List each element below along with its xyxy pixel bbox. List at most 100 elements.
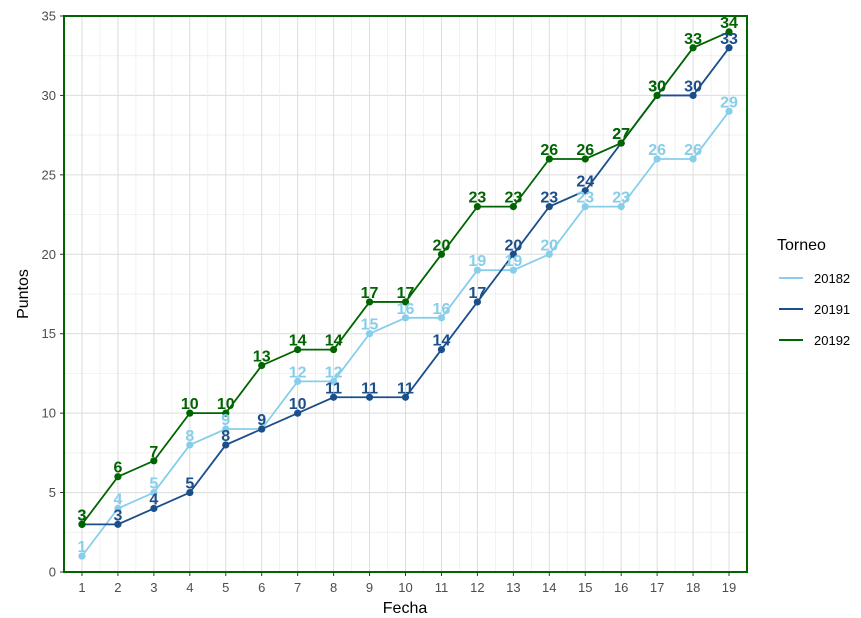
data-point-20191 — [294, 409, 302, 417]
legend-title: Torneo — [777, 237, 826, 254]
data-point-20192 — [150, 457, 158, 465]
data-point-20191 — [509, 250, 517, 258]
data-label-20182: 23 — [576, 190, 594, 207]
y-tick-label: 15 — [42, 326, 56, 341]
data-point-20182 — [473, 266, 481, 274]
data-label-20182: 16 — [433, 301, 451, 318]
data-label-20192: 13 — [253, 348, 271, 365]
data-label-20192: 17 — [361, 285, 379, 302]
data-point-20182 — [150, 488, 158, 497]
data-point-20192 — [186, 409, 194, 417]
data-label-20191: 33 — [720, 31, 738, 48]
data-label-20192: 3 — [78, 507, 87, 524]
data-point-20191 — [222, 441, 230, 449]
data-label-20192: 6 — [113, 460, 122, 477]
data-label-20182: 8 — [185, 428, 194, 445]
series-points — [78, 28, 733, 560]
y-tick-label: 10 — [42, 406, 56, 421]
data-label-20191: 17 — [468, 285, 486, 302]
data-label-20182: 9 — [221, 412, 230, 429]
data-label-20192: 27 — [612, 126, 630, 143]
data-label-20192: 23 — [504, 190, 522, 207]
data-label-20191: 27 — [612, 126, 630, 143]
data-point-20182 — [617, 203, 625, 211]
data-point-20192 — [545, 155, 553, 163]
data-label-20191: 3 — [113, 507, 122, 524]
x-tick-label: 5 — [222, 580, 229, 595]
data-label-20192: 33 — [684, 31, 702, 48]
x-tick-label: 12 — [470, 580, 484, 595]
x-tick-label: 1 — [78, 580, 85, 595]
data-point-20182 — [653, 155, 661, 163]
data-point-20182 — [186, 441, 194, 449]
data-label-20192: 17 — [397, 285, 415, 302]
data-point-20182 — [114, 504, 122, 513]
data-label-20192: 10 — [181, 396, 199, 413]
data-label-20182: 15 — [361, 317, 379, 334]
data-label-20182: 5 — [149, 476, 158, 493]
data-label-20192: 7 — [149, 444, 158, 461]
data-label-20191: 3 — [78, 507, 87, 524]
data-point-20191 — [150, 504, 158, 513]
legend-label-20192: 20192 — [814, 333, 850, 348]
data-point-20192 — [78, 520, 86, 528]
data-label-20191: 10 — [289, 396, 307, 413]
data-point-20191 — [689, 91, 697, 100]
data-point-20182 — [78, 552, 86, 560]
data-point-20191 — [401, 393, 410, 401]
data-label-20182: 26 — [684, 142, 702, 159]
data-label-20192: 23 — [468, 190, 486, 207]
data-point-20191 — [114, 520, 122, 528]
data-point-20192 — [330, 346, 338, 354]
legend: Torneo 20182 20191 20192 — [777, 237, 850, 348]
data-label-20182: 23 — [612, 190, 630, 207]
grid — [64, 15, 747, 573]
y-axis: 0 5 10 15 20 25 30 35 — [42, 9, 64, 580]
data-label-20182: 20 — [540, 237, 558, 254]
x-tick-label: 3 — [150, 580, 157, 595]
x-tick-label: 17 — [650, 580, 664, 595]
data-point-20182 — [365, 330, 374, 338]
data-point-20192 — [725, 28, 733, 36]
x-tick-label: 19 — [722, 580, 736, 595]
data-label-20191: 14 — [433, 333, 451, 350]
data-label-20192: 26 — [576, 142, 594, 159]
data-label-20191: 30 — [648, 78, 666, 95]
data-label-20182: 19 — [504, 253, 522, 270]
data-label-20182: 26 — [648, 142, 666, 159]
data-label-20192: 34 — [720, 15, 738, 32]
data-label-20192: 14 — [289, 333, 307, 350]
data-point-20191 — [330, 393, 338, 401]
data-point-20191 — [581, 187, 589, 195]
data-point-20191 — [473, 298, 481, 306]
x-tick-label: 6 — [258, 580, 265, 595]
y-tick-label: 5 — [49, 485, 56, 500]
data-label-20192: 26 — [540, 142, 558, 159]
data-point-20182 — [509, 266, 517, 274]
data-point-20191 — [365, 393, 374, 401]
y-tick-label: 35 — [42, 9, 56, 24]
data-label-20192: 10 — [217, 396, 235, 413]
data-label-20182: 9 — [257, 412, 266, 429]
x-tick-label: 8 — [330, 580, 337, 595]
data-label-20191: 8 — [221, 428, 230, 445]
data-label-20191: 5 — [185, 476, 194, 493]
data-point-20191 — [186, 488, 194, 497]
x-tick-label: 18 — [686, 580, 700, 595]
data-label-20182: 1 — [78, 539, 87, 556]
data-point-20192 — [473, 203, 481, 211]
data-point-20182 — [581, 203, 589, 211]
y-axis-title: Puntos — [15, 269, 32, 319]
data-label-20192: 30 — [648, 78, 666, 95]
data-label-20191: 9 — [257, 412, 266, 429]
data-point-20182 — [294, 377, 302, 385]
data-point-20191 — [437, 346, 446, 354]
data-label-20182: 12 — [289, 364, 307, 381]
data-label-20182: 12 — [325, 364, 343, 381]
x-tick-label: 14 — [542, 580, 556, 595]
x-tick-label: 4 — [186, 580, 193, 595]
data-point-20182 — [222, 425, 230, 433]
data-label-20182: 16 — [397, 301, 415, 318]
